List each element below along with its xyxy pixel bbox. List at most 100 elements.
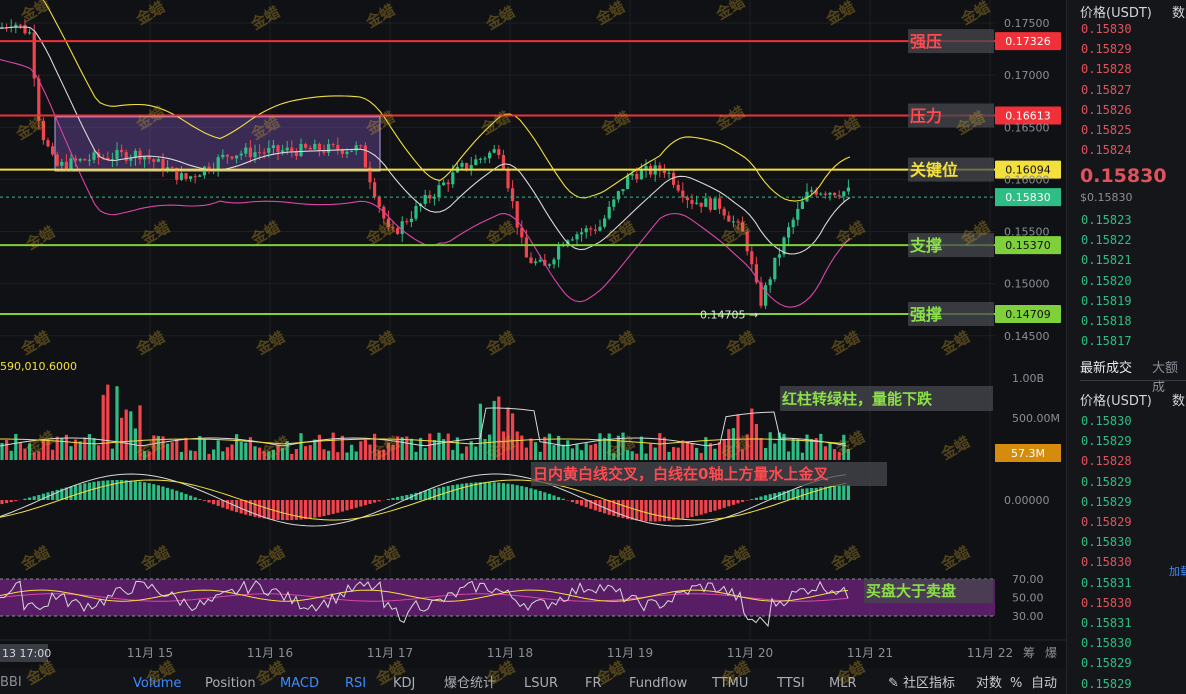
toolbar-item-kdj[interactable]: KDJ bbox=[393, 676, 415, 691]
volume-bar bbox=[635, 453, 639, 460]
volume-bar bbox=[253, 446, 257, 460]
candle-body bbox=[373, 182, 377, 198]
toolbar-scale-option[interactable]: % bbox=[1010, 676, 1022, 691]
macd-histogram-bar bbox=[363, 500, 367, 506]
volume-bar bbox=[28, 443, 32, 460]
macd-histogram-bar bbox=[87, 482, 91, 500]
macd-histogram-bar bbox=[603, 500, 607, 514]
watermark: 金蜡 bbox=[362, 328, 398, 359]
toolbar-item-爆仓统计[interactable]: 爆仓统计 bbox=[444, 676, 496, 691]
volume-bar bbox=[327, 450, 331, 460]
macd-histogram-bar bbox=[304, 500, 308, 520]
toolbar-item-fr[interactable]: FR bbox=[585, 676, 602, 691]
tab-latest-trades[interactable]: 最新成交 bbox=[1080, 361, 1133, 376]
candle-body bbox=[745, 231, 749, 252]
macd-histogram-bar bbox=[506, 483, 510, 500]
candle-body bbox=[543, 259, 547, 266]
bid-row[interactable]: 0.15819 bbox=[1081, 293, 1132, 308]
candle-body bbox=[465, 163, 469, 169]
bid-row[interactable]: 0.15821 bbox=[1081, 253, 1132, 268]
macd-histogram-bar bbox=[299, 500, 303, 520]
candle-body bbox=[133, 150, 137, 158]
price-chart[interactable]: 强压 0.17326 压力 0.16613 关键位 0.16094 支撑 0.15370 强撑 0… bbox=[0, 0, 1066, 694]
volume-bar bbox=[294, 448, 298, 460]
trade-row[interactable]: 0.15829 bbox=[1081, 515, 1132, 529]
macd-histogram-bar bbox=[704, 500, 708, 514]
trade-row[interactable]: 0.15830 bbox=[1081, 636, 1132, 651]
candle-body bbox=[506, 169, 510, 189]
macd-histogram-bar bbox=[524, 487, 528, 500]
volume-bar bbox=[524, 447, 528, 460]
volume-bar bbox=[179, 451, 183, 460]
volume-tag-text: 57.3M bbox=[1011, 447, 1045, 460]
trade-row[interactable]: 0.15829 bbox=[1081, 494, 1132, 509]
macd-histogram-bar bbox=[106, 480, 110, 500]
volume-bar bbox=[428, 433, 432, 460]
candle-body bbox=[570, 239, 574, 241]
toolbar-item-macd[interactable]: MACD bbox=[280, 676, 319, 691]
volume-bar bbox=[41, 439, 45, 460]
toolbar-item-fundflow[interactable]: Fundflow bbox=[629, 676, 688, 691]
ask-row[interactable]: 0.15827 bbox=[1081, 82, 1132, 97]
toolbar-item-mlr[interactable]: MLR bbox=[829, 676, 857, 691]
trade-row[interactable]: 0.15831 bbox=[1081, 575, 1132, 590]
toolbar-scale-option[interactable]: 自动 bbox=[1031, 676, 1057, 691]
candle-body bbox=[713, 198, 717, 210]
volume-bar bbox=[552, 445, 556, 460]
candle-body bbox=[520, 227, 524, 238]
macd-histogram-bar bbox=[497, 482, 501, 500]
toolbar-item-rsi[interactable]: RSI bbox=[345, 676, 366, 691]
bid-row[interactable]: 0.15818 bbox=[1081, 314, 1132, 328]
toolbar-item-position[interactable]: Position bbox=[205, 676, 256, 691]
volume-bar bbox=[704, 437, 708, 460]
macd-histogram-bar bbox=[120, 480, 124, 500]
macd-histogram-bar bbox=[331, 500, 335, 514]
macd-histogram-bar bbox=[308, 500, 312, 519]
trade-row[interactable]: 0.15829 bbox=[1081, 474, 1132, 489]
ask-row[interactable]: 0.15830 bbox=[1081, 22, 1132, 36]
bid-row[interactable]: 0.15823 bbox=[1081, 213, 1132, 227]
macd-histogram-bar bbox=[667, 500, 671, 521]
toolbar-item-volume[interactable]: Volume bbox=[133, 676, 181, 691]
volume-bar bbox=[400, 437, 404, 460]
ask-row[interactable]: 0.15824 bbox=[1081, 143, 1132, 158]
watermark: 金蜡 bbox=[597, 108, 633, 139]
tab-large-trades[interactable]: 大额成 bbox=[1152, 361, 1179, 395]
trade-row[interactable]: 0.15830 bbox=[1081, 555, 1132, 570]
toolbar-scale-option[interactable]: 对数 bbox=[976, 676, 1002, 691]
trade-row[interactable]: 0.15830 bbox=[1081, 535, 1132, 550]
trade-row[interactable]: 0.15828 bbox=[1081, 454, 1132, 469]
candle-body bbox=[598, 226, 602, 231]
macd-histogram-bar bbox=[147, 483, 151, 500]
candle-body bbox=[805, 191, 809, 202]
trade-row[interactable]: 0.15831 bbox=[1081, 616, 1132, 630]
candle-body bbox=[773, 257, 777, 280]
ask-row[interactable]: 0.15826 bbox=[1081, 102, 1132, 117]
toolbar-item-ttsi[interactable]: TTSI bbox=[776, 676, 805, 691]
trade-row[interactable]: 0.15829 bbox=[1081, 676, 1132, 691]
price-axis-label: 0.15000 bbox=[1004, 278, 1050, 291]
volume-bar bbox=[603, 437, 607, 460]
macd-histogram-bar bbox=[156, 485, 160, 500]
bid-row[interactable]: 0.15817 bbox=[1081, 334, 1132, 349]
watermark: 金蜡 bbox=[477, 108, 513, 139]
load-more-link[interactable]: 加载 bbox=[1169, 565, 1186, 578]
ask-row[interactable]: 0.15828 bbox=[1081, 62, 1132, 77]
candle-body bbox=[731, 221, 735, 223]
trade-row[interactable]: 0.15829 bbox=[1081, 434, 1132, 449]
ask-row[interactable]: 0.15825 bbox=[1081, 123, 1132, 137]
trade-row[interactable]: 0.15830 bbox=[1081, 414, 1132, 428]
volume-bar bbox=[64, 434, 68, 460]
ask-row[interactable]: 0.15829 bbox=[1081, 42, 1132, 57]
macd-histogram-bar bbox=[428, 489, 432, 500]
toolbar-item-ttmu[interactable]: TTMU bbox=[711, 676, 748, 691]
macd-histogram-bar bbox=[557, 497, 561, 500]
trade-row[interactable]: 0.15829 bbox=[1081, 656, 1132, 671]
toolbar-community-indicators[interactable]: ✎ 社区指标 bbox=[888, 675, 955, 691]
volume-bar bbox=[768, 432, 772, 460]
time-axis-label: 11月 18 bbox=[487, 646, 533, 660]
bid-row[interactable]: 0.15822 bbox=[1081, 233, 1132, 248]
bid-row[interactable]: 0.15820 bbox=[1081, 273, 1132, 288]
toolbar-item-lsur[interactable]: LSUR bbox=[524, 676, 558, 691]
trade-row[interactable]: 0.15830 bbox=[1081, 595, 1132, 610]
